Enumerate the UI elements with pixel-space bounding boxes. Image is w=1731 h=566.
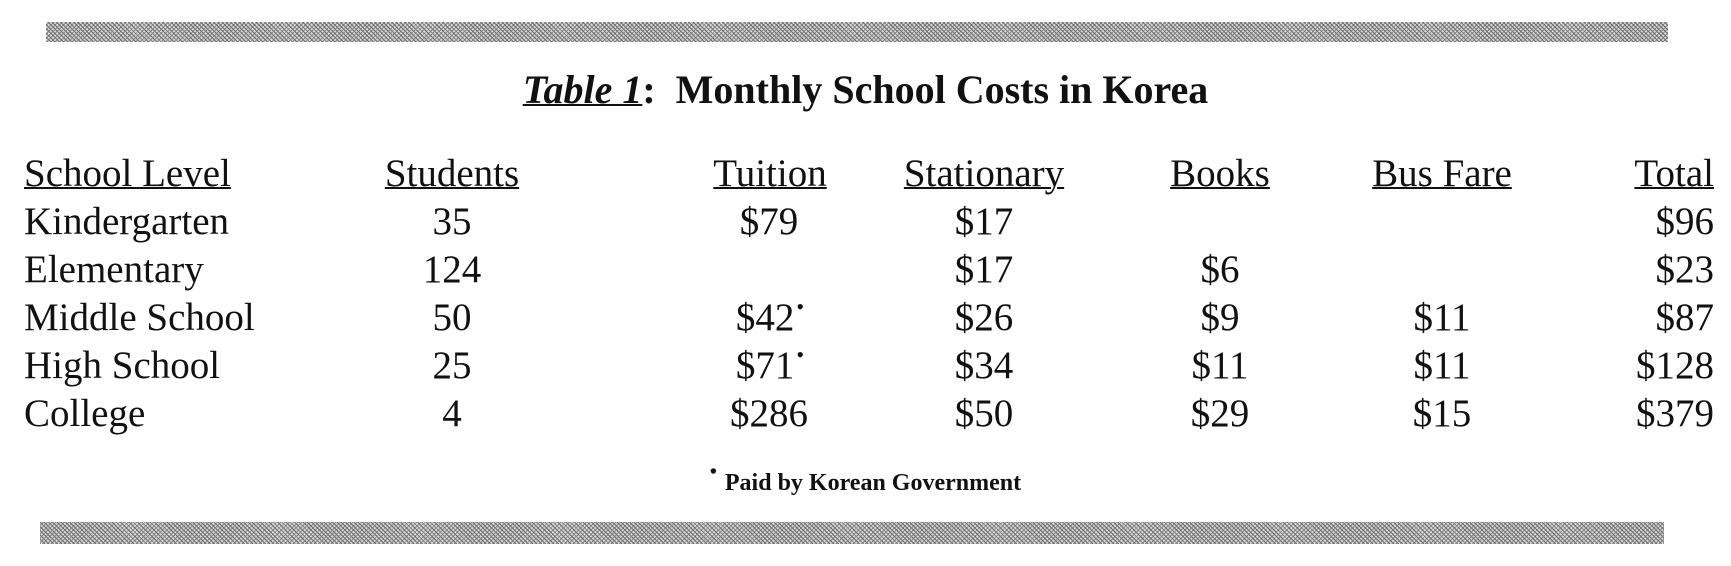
government-paid-mark: • (796, 294, 805, 319)
top-decorative-rule (46, 22, 1668, 42)
school-costs-table: School Level Students Tuition Stationary… (24, 150, 1714, 438)
cell-stationary: $17 (954, 200, 1014, 243)
header-bus-fare: Bus Fare (1372, 152, 1512, 195)
tuition-value: $42 (735, 296, 795, 339)
tuition-value: $286 (730, 392, 808, 435)
header-books: Books (1170, 152, 1270, 195)
cell-books: $29 (1190, 392, 1250, 435)
cell-students: 124 (422, 248, 482, 291)
cell-school-level: College (24, 392, 146, 435)
cell-total: $23 (1655, 248, 1715, 291)
government-paid-mark: • (796, 342, 805, 367)
table-title-separator: : (642, 67, 656, 112)
header-tuition: Tuition (713, 152, 827, 195)
header-students: Students (384, 152, 520, 195)
cell-students: 4 (442, 392, 462, 435)
cell-stationary: $50 (954, 392, 1014, 435)
table-title: Table 1: Monthly School Costs in Korea (0, 66, 1731, 113)
tuition-value: $79 (739, 200, 799, 243)
cell-school-level: Elementary (24, 248, 204, 291)
cell-total: $128 (1636, 344, 1714, 387)
table-header-row: School Level Students Tuition Stationary… (24, 150, 1714, 198)
cell-tuition: $79 (670, 198, 870, 251)
cell-students: 25 (432, 344, 472, 387)
cell-students: 35 (432, 200, 472, 243)
table-row: College 4 $286 $50 $29 $15 $379 (24, 390, 1714, 438)
footnote-text: Paid by Korean Government (724, 470, 1022, 496)
header-school-level: School Level (24, 152, 231, 195)
cell-school-level: Kindergarten (24, 200, 230, 243)
cell-stationary: $17 (954, 248, 1014, 291)
cell-total: $87 (1655, 296, 1715, 339)
table-title-label: Table 1 (522, 67, 643, 112)
cell-bus-fare: $15 (1412, 392, 1472, 435)
cell-books: $6 (1200, 248, 1240, 291)
cell-books: $9 (1200, 296, 1240, 339)
cell-tuition: $286 (670, 390, 870, 443)
cell-tuition (670, 246, 870, 299)
cell-tuition: $42• (670, 294, 870, 347)
cell-school-level: Middle School (24, 296, 255, 339)
table-row: Kindergarten 35 $79 $17 $96 (24, 198, 1714, 246)
footnote: • Paid by Korean Government (0, 461, 1731, 497)
cell-bus-fare: $11 (1413, 344, 1471, 387)
cell-stationary: $26 (954, 296, 1014, 339)
cell-bus-fare: $11 (1413, 296, 1471, 339)
table-row: Middle School 50 $42• $26 $9 $11 $87 (24, 294, 1714, 342)
cell-school-level: High School (24, 344, 221, 387)
cell-total: $96 (1655, 200, 1715, 243)
cell-tuition: $71• (670, 342, 870, 395)
table-title-text: Monthly School Costs in Korea (675, 67, 1209, 112)
cell-stationary: $34 (954, 344, 1014, 387)
bottom-decorative-rule (40, 522, 1664, 544)
cell-students: 50 (432, 296, 472, 339)
cell-books: $11 (1191, 344, 1249, 387)
header-stationary: Stationary (903, 152, 1065, 195)
header-total: Total (1634, 152, 1714, 195)
table-row: Elementary 124 $17 $6 $23 (24, 246, 1714, 294)
tuition-value: $71 (735, 344, 795, 387)
table-row: High School 25 $71• $34 $11 $11 $128 (24, 342, 1714, 390)
footnote-mark: • (709, 461, 717, 483)
cell-total: $379 (1636, 392, 1714, 435)
